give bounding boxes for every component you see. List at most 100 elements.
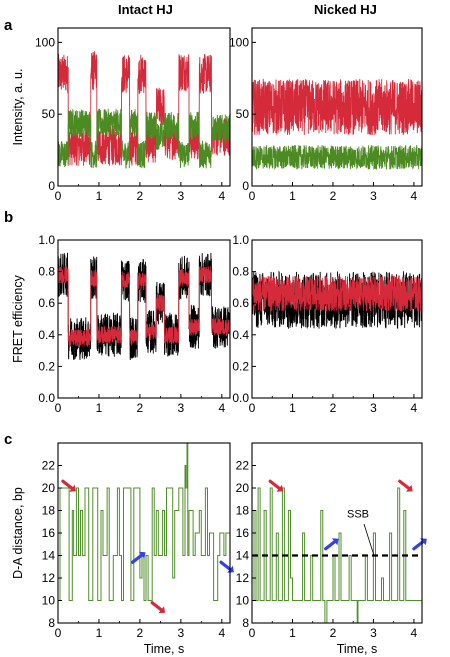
x-tick-label: 3 [370, 626, 377, 640]
x-tick-label: 4 [218, 189, 225, 203]
red-arrow-marker [150, 601, 166, 614]
y-tick-label: 0.4 [38, 328, 55, 342]
y-tick-label: 0.8 [232, 265, 249, 279]
x-axis-label: Time, s [337, 642, 378, 656]
y-tick-label: 14 [236, 549, 250, 563]
chart-panel-b-intact: 0 1 2 3 4 0.0 0.2 0.4 0.6 0.8 1.0 FRET efficiency [11, 233, 231, 415]
red-arrow-marker [398, 479, 413, 492]
y-tick-label: 0.8 [38, 265, 55, 279]
series-acceptor [252, 78, 422, 136]
chart-panel-a-nicked: 0 1 2 3 4 0 50 100 [229, 27, 423, 203]
blue-arrow-marker [324, 538, 339, 551]
y-tick-label: 1.0 [38, 233, 55, 247]
x-tick-label: 2 [137, 189, 144, 203]
panel-letter-b: b [4, 209, 13, 226]
y-tick-label: 0.4 [232, 328, 249, 342]
y-tick-label: 0.2 [38, 359, 55, 373]
series-distance [58, 443, 230, 601]
y-tick-label: 14 [42, 549, 56, 563]
plot-frame [57, 239, 231, 399]
y-tick-label: 10 [42, 594, 56, 608]
x-tick-label: 4 [411, 189, 418, 203]
x-tick-label: 4 [411, 626, 418, 640]
x-tick-label: 0 [249, 626, 256, 640]
x-tick-label: 1 [289, 626, 296, 640]
y-axis-label: D-A distance, bp [11, 487, 25, 579]
red-arrow-marker [268, 479, 284, 492]
plot-frame [57, 27, 231, 187]
series-fit [58, 265, 230, 347]
y-tick-label: 20 [236, 481, 250, 495]
blue-arrow-marker [412, 538, 427, 551]
y-tick-label: 100 [229, 35, 249, 49]
panel-letter-a: a [4, 17, 13, 34]
panel-letter-c: c [4, 431, 12, 448]
x-tick-label: 0 [249, 189, 256, 203]
x-tick-label: 4 [218, 401, 225, 415]
x-tick-label: 2 [330, 189, 337, 203]
x-tick-label: 3 [178, 626, 185, 640]
y-tick-label: 0 [242, 179, 249, 193]
x-tick-label: 3 [370, 189, 377, 203]
x-tick-label: 3 [178, 401, 185, 415]
y-tick-label: 50 [42, 107, 56, 121]
x-tick-label: 3 [178, 189, 185, 203]
y-tick-label: 0.6 [38, 296, 55, 310]
ssb-pointer [363, 523, 375, 556]
x-tick-label: 4 [218, 626, 225, 640]
x-tick-label: 1 [289, 189, 296, 203]
x-tick-label: 2 [137, 626, 144, 640]
y-tick-label: 12 [236, 571, 250, 585]
blue-arrow-marker [219, 560, 234, 573]
y-axis-label: Intensity, a. u. [11, 69, 25, 146]
x-tick-label: 1 [289, 401, 296, 415]
series-donor [252, 145, 422, 171]
y-tick-label: 0.0 [38, 391, 55, 405]
y-tick-label: 0.2 [232, 359, 249, 373]
x-axis-label: Time, s [144, 642, 185, 656]
chart-panel-b-nicked: 0 1 2 3 4 0.0 0.2 0.4 0.6 0.8 1.0 [232, 233, 423, 415]
plot-frame [251, 239, 423, 399]
y-tick-label: 0.6 [232, 296, 249, 310]
x-tick-label: 1 [96, 401, 103, 415]
y-tick-label: 50 [236, 107, 250, 121]
x-tick-label: 0 [249, 401, 256, 415]
y-tick-label: 8 [48, 616, 55, 630]
column-title-intact: Intact HJ [118, 2, 173, 17]
series-acceptor [58, 51, 230, 166]
series-distance [252, 487, 422, 623]
x-tick-label: 0 [55, 189, 62, 203]
y-tick-label: 16 [42, 526, 56, 540]
y-tick-label: 12 [42, 571, 56, 585]
plot-frame [251, 27, 423, 187]
column-title-nicked: Nicked HJ [314, 2, 377, 17]
y-tick-label: 18 [236, 504, 250, 518]
y-tick-label: 8 [242, 616, 249, 630]
y-tick-label: 0.0 [232, 391, 249, 405]
y-tick-label: 0 [48, 179, 55, 193]
y-tick-label: 10 [236, 594, 250, 608]
red-arrow-marker [61, 479, 76, 492]
y-tick-label: 100 [35, 35, 55, 49]
chart-panel-a-intact: 0 1 2 3 4 0 50 100 Intensity, a. u. [11, 27, 231, 203]
series-donor [58, 108, 230, 169]
y-tick-label: 16 [236, 526, 250, 540]
series-fit [252, 275, 422, 312]
y-tick-label: 1.0 [232, 233, 249, 247]
y-tick-label: 22 [236, 459, 250, 473]
x-tick-label: 1 [96, 626, 103, 640]
y-tick-label: 20 [42, 481, 56, 495]
blue-arrow-marker [130, 551, 146, 564]
x-tick-label: 0 [55, 626, 62, 640]
x-tick-label: 4 [411, 401, 418, 415]
ssb-label: SSB [347, 508, 369, 520]
x-tick-label: 2 [137, 401, 144, 415]
y-tick-label: 22 [42, 459, 56, 473]
x-tick-label: 0 [55, 401, 62, 415]
x-tick-label: 3 [370, 401, 377, 415]
y-tick-label: 18 [42, 504, 56, 518]
